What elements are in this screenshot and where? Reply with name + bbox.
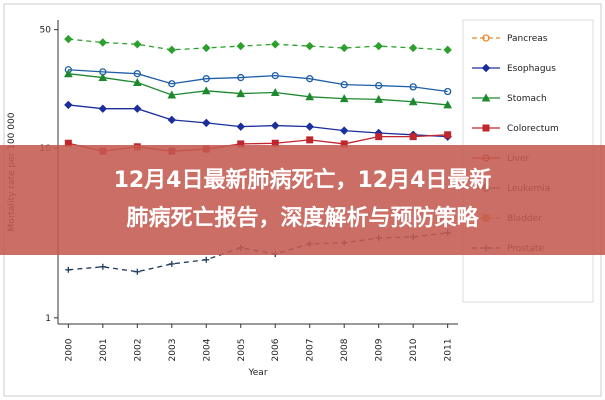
marker <box>270 87 280 97</box>
marker <box>134 268 141 275</box>
marker <box>201 86 211 95</box>
marker <box>306 136 314 144</box>
marker <box>374 94 384 103</box>
marker <box>339 126 349 135</box>
marker <box>168 260 175 267</box>
marker <box>65 266 72 273</box>
banner: 12月4日最新肺病死亡，12月4日最新 肺病死亡报告，深度解析与预防策略 <box>0 145 605 255</box>
x-tick-label: 2004 <box>202 338 212 361</box>
marker <box>305 41 314 51</box>
marker <box>98 104 108 113</box>
y-tick-label: 1 <box>45 314 51 324</box>
marker <box>443 45 452 55</box>
marker <box>133 70 141 78</box>
marker <box>167 115 177 125</box>
legend-label: Esophagus <box>507 64 556 74</box>
x-tick-label: 2001 <box>99 339 109 362</box>
marker <box>203 256 210 263</box>
marker <box>132 77 142 87</box>
marker <box>339 94 349 103</box>
legend-marker <box>482 124 490 132</box>
marker <box>236 41 245 51</box>
x-tick-label: 2006 <box>271 338 281 361</box>
marker <box>64 100 73 110</box>
x-tick-label: 2000 <box>64 338 74 361</box>
marker <box>375 81 383 90</box>
y-tick-label: 50 <box>40 26 52 36</box>
legend-marker <box>482 34 490 42</box>
marker <box>375 133 383 141</box>
series-line <box>68 69 448 93</box>
marker <box>64 69 73 78</box>
marker <box>133 104 142 113</box>
marker <box>374 41 383 51</box>
marker <box>202 118 211 128</box>
x-tick-label: 2009 <box>375 338 385 361</box>
banner-line: 12月4日最新肺病死亡，12月4日最新 <box>113 168 492 193</box>
x-tick-label: 2008 <box>340 338 350 361</box>
marker <box>444 131 452 139</box>
marker <box>444 87 452 96</box>
marker <box>98 38 108 47</box>
marker <box>305 92 315 101</box>
marker <box>236 122 245 131</box>
marker <box>340 81 348 89</box>
marker <box>271 40 280 49</box>
marker <box>202 75 210 83</box>
marker <box>271 121 280 130</box>
series-line <box>68 73 448 106</box>
marker <box>98 72 108 82</box>
legend-marker <box>481 63 491 73</box>
x-tick-label: 2007 <box>306 339 316 362</box>
marker <box>202 43 211 53</box>
legend-label: Pancreas <box>507 34 548 44</box>
marker <box>305 122 314 131</box>
x-tick-label: 2010 <box>409 338 419 361</box>
marker <box>237 73 245 82</box>
legend-label: Colorectum <box>507 124 559 134</box>
x-tick-label: 2003 <box>168 339 178 362</box>
x-axis-label: Year <box>247 368 267 378</box>
banner-line: 肺病死亡报告，深度解析与预防策略 <box>126 206 479 231</box>
marker <box>306 75 314 83</box>
marker <box>339 43 349 53</box>
marker <box>271 71 279 80</box>
marker <box>64 34 73 44</box>
x-tick-label: 2002 <box>133 339 143 362</box>
x-tick-label: 2005 <box>237 339 247 362</box>
marker <box>409 133 417 141</box>
series-line <box>68 38 448 51</box>
marker <box>443 100 452 109</box>
marker <box>99 263 106 270</box>
marker <box>408 43 418 53</box>
marker <box>236 89 246 98</box>
marker <box>167 90 177 99</box>
legend-marker <box>481 93 491 102</box>
series-line <box>68 104 448 138</box>
marker <box>168 80 176 88</box>
legend-label: Stomach <box>507 94 547 104</box>
marker <box>409 83 417 91</box>
marker <box>133 40 142 49</box>
marker <box>408 97 418 106</box>
marker <box>167 45 177 55</box>
x-tick-label: 2011 <box>444 339 454 362</box>
